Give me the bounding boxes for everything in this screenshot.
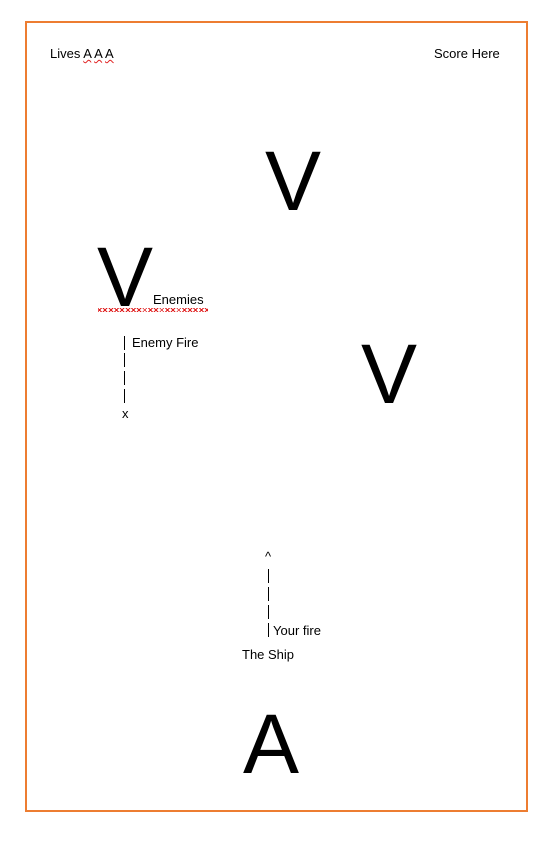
enemy-fire-trail [124,336,125,350]
enemy-fire-impact: x [122,406,129,421]
player-fire-trail [268,605,269,619]
enemy-ship: V [361,327,418,421]
spellcheck-underline [98,308,208,312]
player-fire-trail [268,569,269,583]
ship-label: The Ship [242,647,295,662]
lives-label: Lives [50,46,81,61]
player-fire-label: Your fire [273,623,321,638]
player-fire-tip: ^ [265,549,272,564]
enemy-ship: V [97,230,154,324]
player-fire-trail [268,623,269,637]
enemy-fire-trail [124,389,125,403]
enemy-fire-trail [124,371,125,385]
enemy-fire-trail [124,353,125,367]
life-icon: A [83,46,92,61]
lives-display: Lives A A A [50,46,114,62]
player-fire-trail [268,587,269,601]
game-frame [25,21,528,812]
player-ship: A [243,697,300,791]
score-display: Score Here [434,46,500,61]
life-icon: A [105,46,114,61]
enemies-label: Enemies [153,292,204,307]
enemy-ship: V [265,134,322,228]
enemy-fire-label: Enemy Fire [132,335,199,350]
life-icon: A [94,46,103,61]
